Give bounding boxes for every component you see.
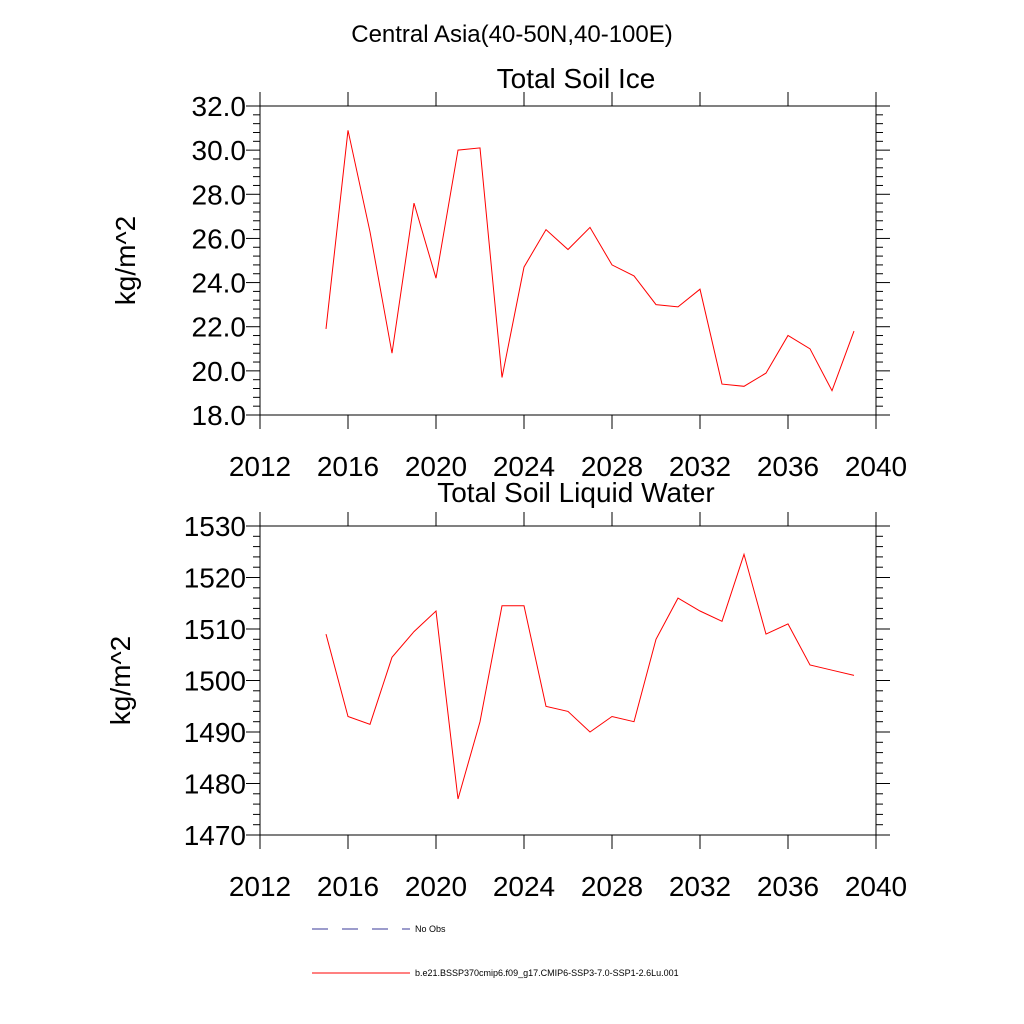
x-tick-label: 2020 [405, 871, 467, 902]
x-tick-label: 2028 [581, 451, 643, 482]
legend-label: No Obs [415, 924, 446, 934]
y-tick-label: 24.0 [192, 268, 247, 299]
x-tick-label: 2024 [493, 451, 555, 482]
panel-title: Total Soil Ice [497, 63, 656, 94]
series-line [325, 552, 855, 800]
chart-panels: Total Soil Ice 2012 2016 2020 2024 2028 2032 20… [105, 63, 907, 902]
x-tick-label: 2012 [229, 871, 291, 902]
y-tick-label: 1490 [184, 717, 246, 748]
plot-frame [259, 525, 877, 836]
x-tick-label: 2016 [317, 451, 379, 482]
y-tick-label: 1520 [184, 563, 246, 594]
series-line [325, 130, 855, 392]
y-axis-title: kg/m^2 [110, 216, 141, 305]
x-tick-label: 2040 [845, 871, 907, 902]
y-tick-label: 30.0 [192, 135, 247, 166]
legend: No Obs b.e21.BSSP370cmip6.f09_g17.CMIP6-S… [312, 924, 679, 978]
y-tick-label: 32.0 [192, 91, 247, 122]
x-tick-label: 2024 [493, 871, 555, 902]
x-tick-label: 2016 [317, 871, 379, 902]
x-tick-label: 2036 [757, 871, 819, 902]
x-tick-label: 2012 [229, 451, 291, 482]
x-tick-label: 2032 [669, 871, 731, 902]
legend-label: b.e21.BSSP370cmip6.f09_g17.CMIP6-SSP3-7.… [415, 968, 679, 978]
y-tick-label: 22.0 [192, 312, 247, 343]
legend-item: No Obs [312, 924, 446, 934]
x-tick-label: 2028 [581, 871, 643, 902]
y-tick-label: 1480 [184, 769, 246, 800]
y-axis-title: kg/m^2 [105, 636, 136, 725]
panel-1: Total Soil Ice 2012 2016 2020 2024 2028 2032 20… [110, 63, 907, 482]
y-tick-label: 20.0 [192, 356, 247, 387]
plot-frame [259, 105, 877, 416]
y-tick-label: 1510 [184, 614, 246, 645]
x-tick-label: 2040 [845, 451, 907, 482]
panel-2: Total Soil Liquid Water 2012 2016 2020 2024 2… [105, 477, 907, 902]
y-tick-label: 1500 [184, 666, 246, 697]
y-tick-label: 26.0 [192, 223, 247, 254]
main-title: Central Asia(40-50N,40-100E) [351, 21, 673, 48]
x-tick-label: 2036 [757, 451, 819, 482]
x-tick-label: 2020 [405, 451, 467, 482]
panel-title: Total Soil Liquid Water [437, 477, 715, 508]
y-tick-label: 1470 [184, 820, 246, 851]
x-tick-label: 2032 [669, 451, 731, 482]
y-tick-label: 1530 [184, 511, 246, 542]
y-tick-label: 18.0 [192, 400, 247, 431]
y-tick-label: 28.0 [192, 179, 247, 210]
legend-item: b.e21.BSSP370cmip6.f09_g17.CMIP6-SSP3-7.… [312, 968, 679, 978]
